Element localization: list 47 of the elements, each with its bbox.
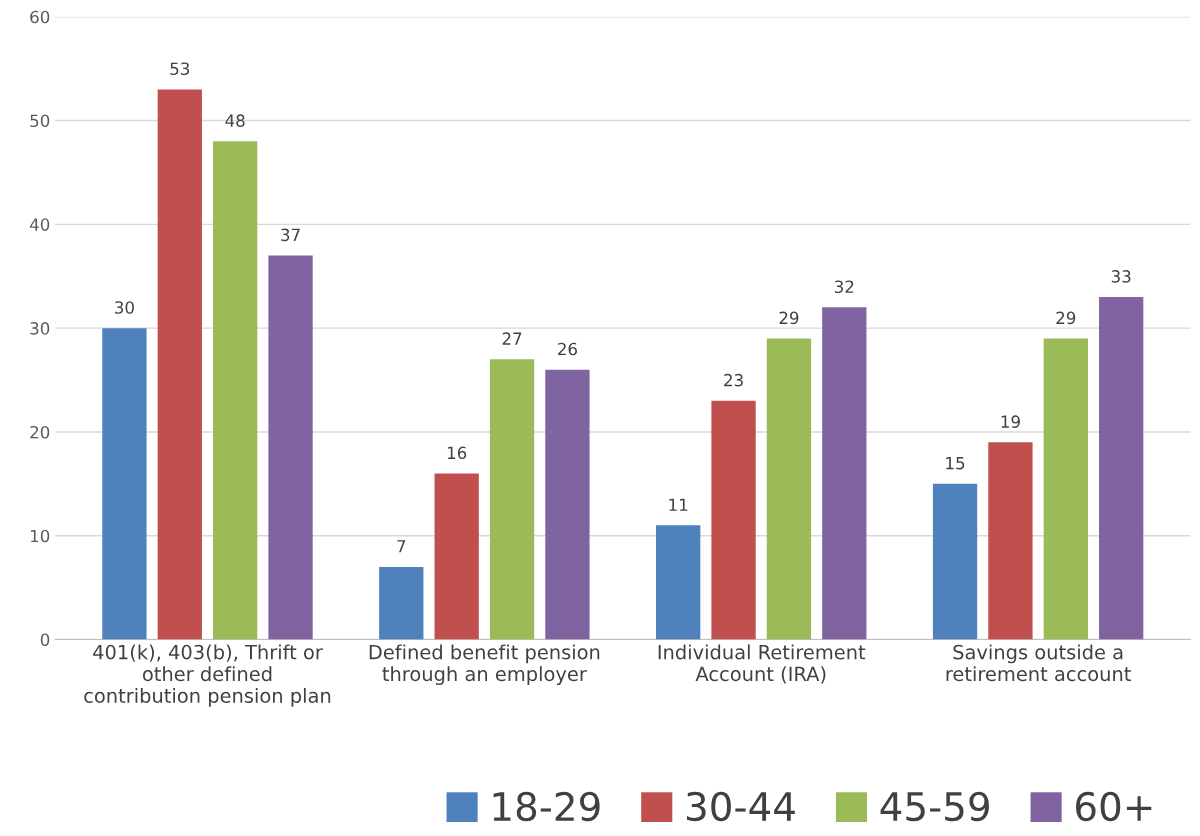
bar [379,566,424,640]
bar [268,255,313,640]
bar [545,369,590,640]
data-label: 27 [502,332,522,345]
bar [157,89,202,640]
data-label: 48 [225,114,245,127]
x-tick-label: Savings outside a retirement account [946,644,1131,682]
bar [434,473,479,640]
y-tick-label: 0 [40,633,50,647]
y-tick-label: 50 [30,114,50,128]
bar [1099,296,1144,640]
data-label: 32 [834,280,854,294]
data-label: 26 [558,342,577,356]
data-label: 16 [447,446,467,460]
data-label: 11 [669,498,688,511]
data-label: 15 [946,457,965,470]
y-tick-label: 30 [30,322,50,335]
data-label: 29 [1056,311,1076,325]
y-tick-label: 20 [30,425,50,439]
data-label: 37 [281,228,300,242]
y-tick-label: 40 [29,218,50,231]
data-label: 7 [397,540,406,553]
data-label: 23 [724,373,743,387]
y-tick-label: 60 [30,10,50,24]
data-label: 30 [115,301,134,314]
bar [822,307,867,640]
bar [766,338,812,640]
x-tick-label: 401(k), 403(b), Thrift or other defined contribution pension plan [84,644,331,707]
y-tick-label: 10 [30,529,50,543]
bar [656,525,701,640]
bar [932,483,978,640]
bar [213,141,258,640]
bar [102,328,147,640]
data-label: 29 [779,311,799,325]
legend-label: 30-44 [686,791,795,822]
legend-label: 18-29 [493,791,600,822]
legend-label: 45-59 [880,791,989,822]
data-label: 53 [170,62,190,76]
bar [711,400,756,640]
x-tick-label: Defined benefit pension through an employer [369,644,600,685]
bar [489,359,535,640]
data-label: 19 [1001,415,1020,428]
data-label: 33 [1111,270,1131,283]
bar [988,442,1033,640]
legend-label: 60+ [1076,791,1152,822]
bar [1043,338,1088,640]
x-tick-label: Individual Retirement Account (IRA) [658,644,866,684]
